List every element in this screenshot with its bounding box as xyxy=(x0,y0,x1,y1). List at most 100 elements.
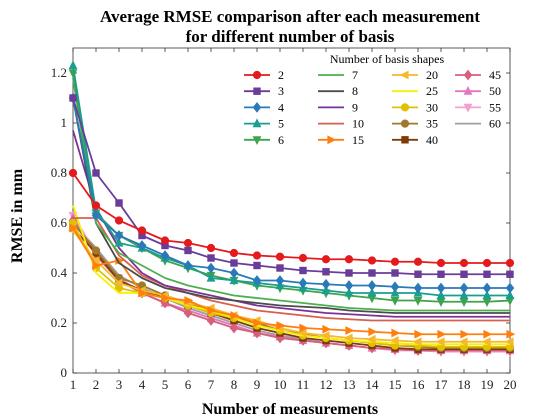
x-tick-label: 2 xyxy=(93,377,100,392)
data-point-15 xyxy=(92,261,102,270)
data-point-3 xyxy=(414,270,422,278)
legend-swatch-marker xyxy=(401,136,409,144)
legend-label: 10 xyxy=(352,117,364,131)
data-point-2 xyxy=(229,248,239,258)
x-tick-label: 7 xyxy=(208,377,215,392)
data-point-20 xyxy=(435,337,445,347)
data-point-15 xyxy=(368,327,378,337)
data-point-2 xyxy=(206,243,216,253)
data-point-15 xyxy=(230,311,240,320)
data-point-20 xyxy=(343,333,353,343)
data-point-4 xyxy=(137,240,147,251)
data-point-3 xyxy=(368,269,376,277)
series-line-4 xyxy=(72,97,510,289)
legend-swatch-marker xyxy=(252,70,262,80)
legend-title: Number of basis shapes xyxy=(330,52,445,66)
legend-item-20: 20 xyxy=(392,68,438,82)
series-7 xyxy=(72,77,510,312)
legend-label: 8 xyxy=(352,84,358,98)
data-point-20 xyxy=(412,337,422,347)
x-tick-label: 18 xyxy=(458,377,471,392)
data-point-4 xyxy=(390,281,400,293)
data-point-15 xyxy=(322,324,332,334)
data-point-5 xyxy=(344,287,354,297)
legend-swatch-marker xyxy=(252,136,262,146)
data-point-2 xyxy=(459,258,469,268)
x-tick-label: 20 xyxy=(504,377,517,392)
y-tick-label: 0.4 xyxy=(51,265,68,280)
data-point-15 xyxy=(414,329,424,339)
data-point-2 xyxy=(298,253,308,263)
legend-swatch-marker xyxy=(400,119,410,128)
data-point-3 xyxy=(253,261,261,270)
x-tick-label: 1 xyxy=(70,377,77,392)
data-point-2 xyxy=(68,168,78,178)
data-point-45 xyxy=(206,315,216,326)
x-tick-label: 16 xyxy=(412,377,426,392)
data-point-20 xyxy=(504,337,514,347)
data-point-4 xyxy=(183,260,193,271)
legend-item-40: 40 xyxy=(392,133,438,147)
legend-item-15: 15 xyxy=(318,133,364,147)
data-point-3 xyxy=(391,269,399,277)
data-point-4 xyxy=(482,282,492,294)
data-point-6 xyxy=(413,296,423,306)
data-point-3 xyxy=(460,270,468,278)
x-tick-label: 9 xyxy=(254,377,261,392)
data-point-3 xyxy=(299,266,307,275)
data-point-15 xyxy=(483,329,493,339)
legend-item-9: 9 xyxy=(318,100,358,114)
data-point-15 xyxy=(460,329,470,339)
legend-label: 3 xyxy=(278,84,284,98)
data-point-20 xyxy=(297,328,307,338)
data-point-15 xyxy=(161,293,171,303)
data-point-4 xyxy=(413,282,423,294)
y-tick-label: 0.2 xyxy=(51,315,67,330)
legend-label: 6 xyxy=(278,133,284,147)
legend-item-60: 60 xyxy=(455,117,501,131)
x-tick-label: 13 xyxy=(343,377,356,392)
legend-label: 55 xyxy=(489,100,501,114)
data-point-4 xyxy=(91,210,101,221)
chart-title-line2: for different number of basis xyxy=(186,27,395,46)
legend-swatch-marker xyxy=(253,87,261,95)
data-point-4 xyxy=(505,282,515,294)
series-2 xyxy=(68,168,515,268)
legend-swatch-marker xyxy=(400,103,410,112)
legend-item-5: 5 xyxy=(244,117,284,131)
data-point-2 xyxy=(275,252,285,261)
x-tick-label: 11 xyxy=(297,377,310,392)
data-point-20 xyxy=(90,256,100,265)
data-point-4 xyxy=(344,280,354,291)
data-point-3 xyxy=(69,94,77,102)
legend-label: 25 xyxy=(426,84,438,98)
data-point-5 xyxy=(436,290,446,300)
data-point-15 xyxy=(253,318,263,328)
legend-swatch-marker xyxy=(327,135,337,145)
x-tick-label: 8 xyxy=(231,377,238,392)
data-point-2 xyxy=(91,201,101,210)
plot-frame xyxy=(72,47,511,374)
data-point-20 xyxy=(113,278,123,288)
series-4 xyxy=(68,92,515,294)
data-point-2 xyxy=(160,236,170,245)
legend-swatch-marker xyxy=(252,101,262,113)
data-point-4 xyxy=(229,267,239,279)
data-point-15 xyxy=(276,321,286,330)
x-tick-label: 3 xyxy=(116,377,123,392)
series-line-2 xyxy=(72,172,510,264)
data-point-20 xyxy=(458,337,468,347)
data-point-35 xyxy=(91,246,101,255)
data-point-4 xyxy=(160,250,170,261)
legend-swatch-marker xyxy=(463,69,473,81)
data-point-3 xyxy=(276,264,284,272)
data-point-15 xyxy=(138,288,148,298)
data-point-2 xyxy=(114,216,124,225)
x-tick-label: 17 xyxy=(435,377,449,392)
data-point-5 xyxy=(229,275,239,285)
x-tick-label: 12 xyxy=(320,377,333,392)
data-point-2 xyxy=(436,258,446,268)
x-tick-label: 5 xyxy=(162,377,169,392)
data-point-4 xyxy=(252,275,262,286)
